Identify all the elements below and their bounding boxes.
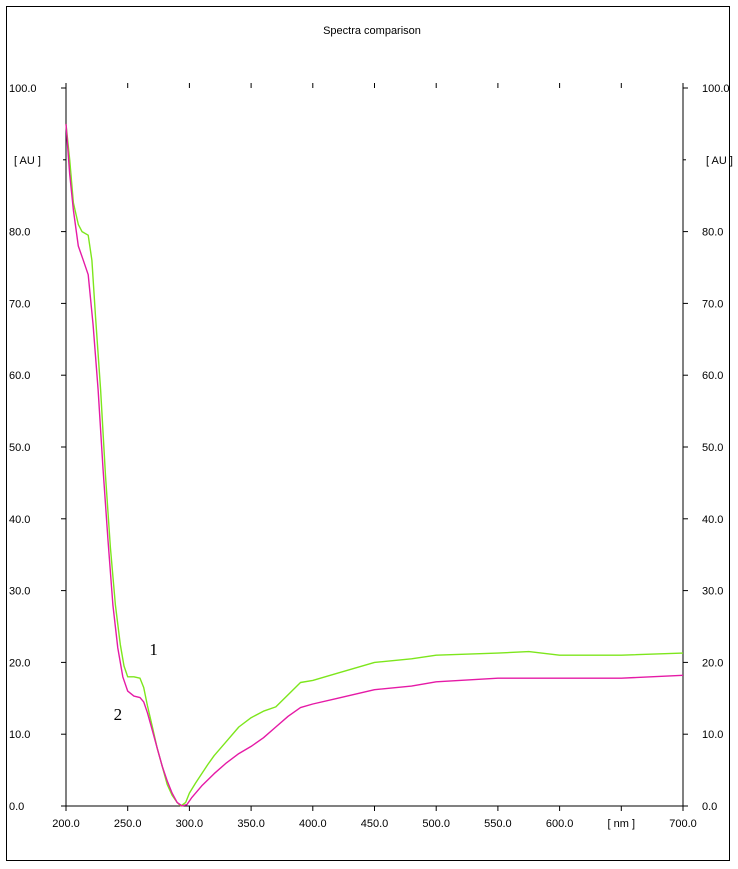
y-tick-label-right: 100.0	[702, 83, 730, 95]
axes: 0.0 0.0 10.0 10.0 20.0 20.0 30.0 30.0 40.0 40.0 50…	[9, 83, 733, 830]
y-tick-label-left: 0.0	[9, 801, 24, 813]
curve-label-2: 2	[114, 705, 123, 724]
y-tick-label-left: 30.0	[9, 586, 30, 598]
y-tick-label-left: 20.0	[9, 657, 30, 669]
x-tick-label: 250.0	[114, 818, 142, 830]
series-lines	[65, 123, 684, 807]
x-tick-label: 500.0	[422, 818, 450, 830]
y-tick-label-left: 100.0	[9, 83, 37, 95]
x-tick-label: 700.0	[669, 818, 697, 830]
x-tick-label: 400.0	[299, 818, 327, 830]
x-axis-label: [ nm ]	[608, 818, 636, 830]
x-tick-label: 600.0	[546, 818, 574, 830]
y-tick-label-left: 50.0	[9, 442, 30, 454]
curve-label-1: 1	[149, 640, 158, 659]
chart-frame	[6, 6, 730, 861]
y-tick-label-right: 0.0	[702, 801, 717, 813]
x-tick-label: 350.0	[237, 818, 265, 830]
y-tick-label-left: 80.0	[9, 227, 30, 239]
series-line-1	[65, 123, 684, 807]
curve-labels: 12	[114, 640, 158, 724]
y-tick-label-right: 10.0	[702, 729, 723, 741]
y-axis-label-right: [ AU ]	[706, 155, 733, 167]
x-tick-label: 300.0	[176, 818, 204, 830]
y-tick-label-left: 70.0	[9, 298, 30, 310]
y-tick-label-left: 10.0	[9, 729, 30, 741]
x-tick-label: 200.0	[52, 818, 80, 830]
x-tick-label: 450.0	[361, 818, 389, 830]
chart-title: Spectra comparison	[323, 25, 421, 37]
x-tick-label: 550.0	[484, 818, 512, 830]
y-tick-label-left: 60.0	[9, 370, 30, 382]
y-tick-label-right: 20.0	[702, 657, 723, 669]
y-tick-label-right: 70.0	[702, 298, 723, 310]
y-axis-label-left: [ AU ]	[14, 155, 41, 167]
y-tick-label-right: 60.0	[702, 370, 723, 382]
y-tick-label-right: 30.0	[702, 586, 723, 598]
y-tick-label-right: 80.0	[702, 227, 723, 239]
y-tick-label-right: 50.0	[702, 442, 723, 454]
y-tick-label-right: 40.0	[702, 514, 723, 526]
y-tick-label-left: 40.0	[9, 514, 30, 526]
series-line-2	[65, 123, 684, 807]
